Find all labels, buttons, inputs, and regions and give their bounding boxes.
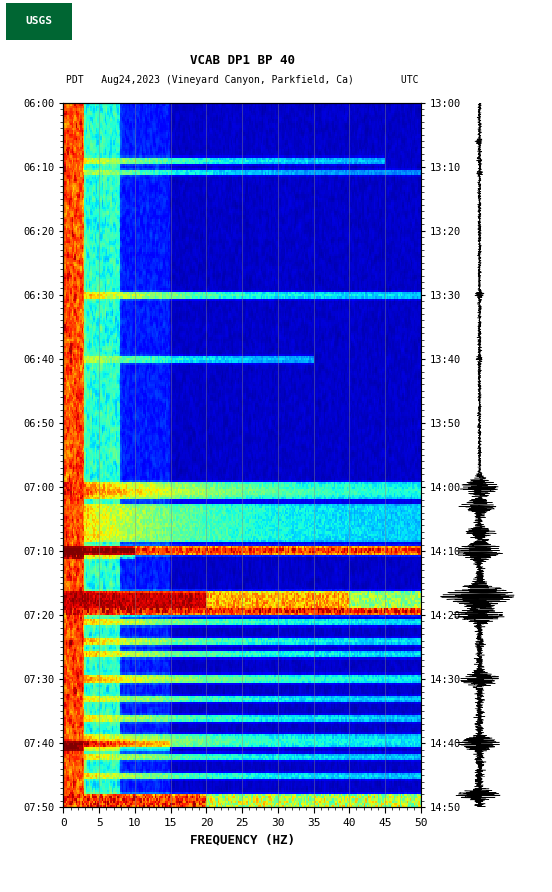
- X-axis label: FREQUENCY (HZ): FREQUENCY (HZ): [190, 833, 295, 847]
- Text: VCAB DP1 BP 40: VCAB DP1 BP 40: [190, 54, 295, 67]
- Text: PDT   Aug24,2023 (Vineyard Canyon, Parkfield, Ca)        UTC: PDT Aug24,2023 (Vineyard Canyon, Parkfie…: [66, 75, 418, 85]
- Text: USGS: USGS: [25, 16, 52, 27]
